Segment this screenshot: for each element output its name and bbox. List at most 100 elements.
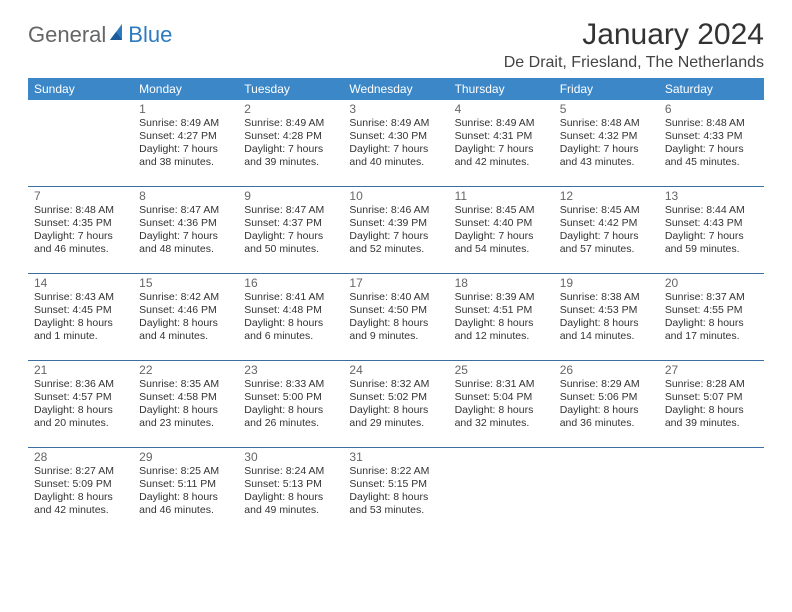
day-detail: Sunrise: 8:49 AMSunset: 4:31 PMDaylight:…: [455, 117, 548, 170]
daylight-text: Daylight: 8 hours and 20 minutes.: [34, 404, 127, 430]
daylight-text: Daylight: 8 hours and 12 minutes.: [455, 317, 548, 343]
day-detail: Sunrise: 8:39 AMSunset: 4:51 PMDaylight:…: [455, 291, 548, 344]
title-block: January 2024 De Drait, Friesland, The Ne…: [504, 18, 764, 72]
daylight-text: Daylight: 8 hours and 39 minutes.: [665, 404, 758, 430]
weekday-header: Monday: [133, 78, 238, 100]
day-cell: [449, 448, 554, 535]
daylight-text: Daylight: 7 hours and 46 minutes.: [34, 230, 127, 256]
calendar-table: Sunday Monday Tuesday Wednesday Thursday…: [28, 78, 764, 534]
day-detail: Sunrise: 8:31 AMSunset: 5:04 PMDaylight:…: [455, 378, 548, 431]
daylight-text: Daylight: 7 hours and 57 minutes.: [560, 230, 653, 256]
day-cell: 23Sunrise: 8:33 AMSunset: 5:00 PMDayligh…: [238, 361, 343, 448]
location-subtitle: De Drait, Friesland, The Netherlands: [504, 54, 764, 72]
day-detail: Sunrise: 8:33 AMSunset: 5:00 PMDaylight:…: [244, 378, 337, 431]
sunset-text: Sunset: 5:02 PM: [349, 391, 442, 404]
daylight-text: Daylight: 7 hours and 40 minutes.: [349, 143, 442, 169]
day-cell: 29Sunrise: 8:25 AMSunset: 5:11 PMDayligh…: [133, 448, 238, 535]
sunrise-text: Sunrise: 8:27 AM: [34, 465, 127, 478]
day-number: 2: [244, 102, 337, 116]
day-number: 6: [665, 102, 758, 116]
sunset-text: Sunset: 5:00 PM: [244, 391, 337, 404]
day-cell: 7Sunrise: 8:48 AMSunset: 4:35 PMDaylight…: [28, 187, 133, 274]
day-number: 25: [455, 363, 548, 377]
day-cell: 21Sunrise: 8:36 AMSunset: 4:57 PMDayligh…: [28, 361, 133, 448]
sunset-text: Sunset: 4:42 PM: [560, 217, 653, 230]
daylight-text: Daylight: 7 hours and 45 minutes.: [665, 143, 758, 169]
day-number: 22: [139, 363, 232, 377]
day-number: 27: [665, 363, 758, 377]
daylight-text: Daylight: 8 hours and 1 minute.: [34, 317, 127, 343]
sunrise-text: Sunrise: 8:49 AM: [349, 117, 442, 130]
weekday-header-row: Sunday Monday Tuesday Wednesday Thursday…: [28, 78, 764, 100]
sunrise-text: Sunrise: 8:42 AM: [139, 291, 232, 304]
day-number: 10: [349, 189, 442, 203]
day-cell: 27Sunrise: 8:28 AMSunset: 5:07 PMDayligh…: [659, 361, 764, 448]
day-cell: 31Sunrise: 8:22 AMSunset: 5:15 PMDayligh…: [343, 448, 448, 535]
daylight-text: Daylight: 8 hours and 42 minutes.: [34, 491, 127, 517]
daylight-text: Daylight: 8 hours and 17 minutes.: [665, 317, 758, 343]
day-detail: Sunrise: 8:43 AMSunset: 4:45 PMDaylight:…: [34, 291, 127, 344]
sunset-text: Sunset: 4:57 PM: [34, 391, 127, 404]
day-cell: 25Sunrise: 8:31 AMSunset: 5:04 PMDayligh…: [449, 361, 554, 448]
sunset-text: Sunset: 5:13 PM: [244, 478, 337, 491]
day-cell: 8Sunrise: 8:47 AMSunset: 4:36 PMDaylight…: [133, 187, 238, 274]
daylight-text: Daylight: 8 hours and 53 minutes.: [349, 491, 442, 517]
sunset-text: Sunset: 4:36 PM: [139, 217, 232, 230]
sunset-text: Sunset: 4:51 PM: [455, 304, 548, 317]
sunrise-text: Sunrise: 8:33 AM: [244, 378, 337, 391]
day-number: 26: [560, 363, 653, 377]
sunrise-text: Sunrise: 8:49 AM: [455, 117, 548, 130]
day-number: 9: [244, 189, 337, 203]
sunset-text: Sunset: 4:31 PM: [455, 130, 548, 143]
sunset-text: Sunset: 4:53 PM: [560, 304, 653, 317]
sunset-text: Sunset: 4:39 PM: [349, 217, 442, 230]
day-number: 7: [34, 189, 127, 203]
day-detail: Sunrise: 8:38 AMSunset: 4:53 PMDaylight:…: [560, 291, 653, 344]
day-detail: Sunrise: 8:49 AMSunset: 4:30 PMDaylight:…: [349, 117, 442, 170]
day-number: 30: [244, 450, 337, 464]
sunrise-text: Sunrise: 8:38 AM: [560, 291, 653, 304]
sunset-text: Sunset: 4:55 PM: [665, 304, 758, 317]
day-cell: 30Sunrise: 8:24 AMSunset: 5:13 PMDayligh…: [238, 448, 343, 535]
daylight-text: Daylight: 8 hours and 46 minutes.: [139, 491, 232, 517]
day-detail: Sunrise: 8:25 AMSunset: 5:11 PMDaylight:…: [139, 465, 232, 518]
week-row: 21Sunrise: 8:36 AMSunset: 4:57 PMDayligh…: [28, 361, 764, 448]
week-row: 14Sunrise: 8:43 AMSunset: 4:45 PMDayligh…: [28, 274, 764, 361]
day-number: 24: [349, 363, 442, 377]
calendar-body: 1Sunrise: 8:49 AMSunset: 4:27 PMDaylight…: [28, 100, 764, 534]
calendar-page: General Blue January 2024 De Drait, Frie…: [0, 0, 792, 552]
daylight-text: Daylight: 8 hours and 23 minutes.: [139, 404, 232, 430]
sunrise-text: Sunrise: 8:44 AM: [665, 204, 758, 217]
logo-sail-icon: [108, 22, 128, 42]
day-cell: [28, 100, 133, 187]
sunset-text: Sunset: 5:11 PM: [139, 478, 232, 491]
sunrise-text: Sunrise: 8:32 AM: [349, 378, 442, 391]
day-detail: Sunrise: 8:41 AMSunset: 4:48 PMDaylight:…: [244, 291, 337, 344]
day-detail: Sunrise: 8:28 AMSunset: 5:07 PMDaylight:…: [665, 378, 758, 431]
sunset-text: Sunset: 4:27 PM: [139, 130, 232, 143]
sunrise-text: Sunrise: 8:37 AM: [665, 291, 758, 304]
sunset-text: Sunset: 5:09 PM: [34, 478, 127, 491]
sunset-text: Sunset: 4:32 PM: [560, 130, 653, 143]
sunset-text: Sunset: 4:45 PM: [34, 304, 127, 317]
sunrise-text: Sunrise: 8:48 AM: [34, 204, 127, 217]
sunset-text: Sunset: 5:06 PM: [560, 391, 653, 404]
day-detail: Sunrise: 8:49 AMSunset: 4:27 PMDaylight:…: [139, 117, 232, 170]
day-number: 12: [560, 189, 653, 203]
week-row: 28Sunrise: 8:27 AMSunset: 5:09 PMDayligh…: [28, 448, 764, 535]
day-detail: Sunrise: 8:48 AMSunset: 4:32 PMDaylight:…: [560, 117, 653, 170]
day-cell: 1Sunrise: 8:49 AMSunset: 4:27 PMDaylight…: [133, 100, 238, 187]
day-number: 18: [455, 276, 548, 290]
daylight-text: Daylight: 8 hours and 36 minutes.: [560, 404, 653, 430]
sunrise-text: Sunrise: 8:49 AM: [244, 117, 337, 130]
page-title: January 2024: [504, 18, 764, 52]
sunrise-text: Sunrise: 8:29 AM: [560, 378, 653, 391]
sunrise-text: Sunrise: 8:24 AM: [244, 465, 337, 478]
day-cell: [554, 448, 659, 535]
sunset-text: Sunset: 4:28 PM: [244, 130, 337, 143]
day-cell: 13Sunrise: 8:44 AMSunset: 4:43 PMDayligh…: [659, 187, 764, 274]
day-detail: Sunrise: 8:24 AMSunset: 5:13 PMDaylight:…: [244, 465, 337, 518]
day-number: 8: [139, 189, 232, 203]
day-cell: 3Sunrise: 8:49 AMSunset: 4:30 PMDaylight…: [343, 100, 448, 187]
daylight-text: Daylight: 7 hours and 48 minutes.: [139, 230, 232, 256]
